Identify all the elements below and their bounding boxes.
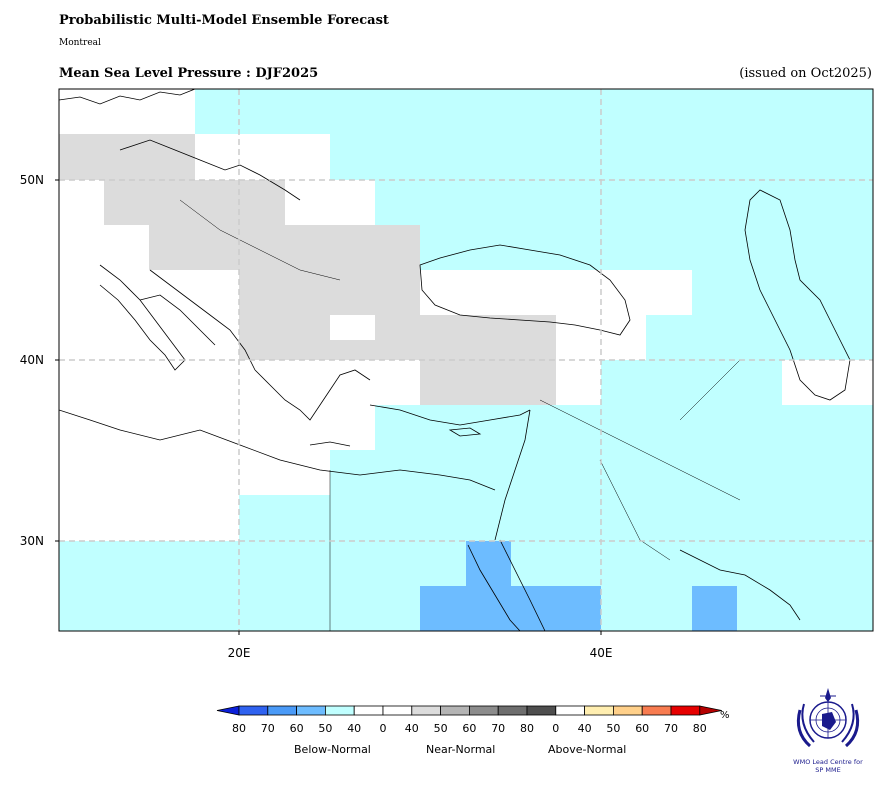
logo-caption-line2: SP MME bbox=[815, 766, 840, 774]
colorbar-tick-label: 80 bbox=[693, 722, 707, 735]
colorbar-segment bbox=[267, 705, 297, 716]
colorbar-segment bbox=[670, 705, 701, 716]
colorbar-arrow-right bbox=[699, 705, 722, 716]
colorbar-tick-label: 60 bbox=[290, 722, 304, 735]
colorbar-tick-label: 50 bbox=[606, 722, 620, 735]
colorbar-tick-labels: 80 70 60 50 40 0 40 50 60 70 80 0 40 50 60 70 80 bbox=[232, 722, 707, 735]
logo-caption-line1: WMO Lead Centre for bbox=[793, 758, 863, 766]
colorbar-tick-label: 0 bbox=[552, 722, 559, 735]
lat-label-40n: 40N bbox=[20, 353, 44, 367]
colorbar-segment bbox=[497, 705, 528, 716]
colorbar-segment bbox=[411, 705, 441, 716]
wmo-logo bbox=[796, 688, 860, 748]
colorbar-segment bbox=[613, 705, 643, 716]
colorbar-tick-label: 50 bbox=[318, 722, 332, 735]
forecast-center: Montreal bbox=[59, 38, 101, 48]
colorbar-segment bbox=[468, 705, 499, 716]
colorbar-segment bbox=[584, 705, 614, 716]
lat-label-50n: 50N bbox=[20, 173, 44, 187]
colorbar-tick-label: 60 bbox=[462, 722, 476, 735]
colorbar-tick-label: 80 bbox=[520, 722, 534, 735]
lon-label-40e: 40E bbox=[590, 646, 613, 660]
issued-date: (issued on Oct2025) bbox=[739, 66, 872, 81]
colorbar-tick-label: 80 bbox=[232, 722, 246, 735]
colorbar-tick-label: 70 bbox=[261, 722, 275, 735]
category-below-normal: Below-Normal bbox=[294, 743, 371, 756]
category-near-normal: Near-Normal bbox=[426, 743, 496, 756]
colorbar bbox=[216, 705, 722, 716]
colorbar-tick-label: 40 bbox=[347, 722, 361, 735]
category-above-normal: Above-Normal bbox=[548, 743, 627, 756]
colorbar-segment bbox=[353, 705, 384, 716]
graticule bbox=[59, 89, 873, 631]
lon-label-20e: 20E bbox=[228, 646, 251, 660]
colorbar-tick-label: 0 bbox=[380, 722, 387, 735]
colorbar-tick-label: 40 bbox=[578, 722, 592, 735]
colorbar-segment bbox=[324, 705, 355, 716]
colorbar-tick-label: 70 bbox=[491, 722, 505, 735]
colorbar-segment bbox=[440, 705, 470, 716]
colorbar-tick-label: 70 bbox=[664, 722, 678, 735]
figure-title: Probabilistic Multi-Model Ensemble Forec… bbox=[59, 13, 389, 28]
colorbar-unit: % bbox=[720, 710, 730, 721]
colorbar-tick-label: 40 bbox=[405, 722, 419, 735]
borders bbox=[179, 199, 741, 631]
colorbar-segment bbox=[382, 705, 413, 716]
lat-label-30n: 30N bbox=[20, 534, 44, 548]
colorbar-arrow-left bbox=[216, 705, 240, 716]
colorbar-segment bbox=[555, 705, 585, 716]
colorbar-segment bbox=[526, 705, 557, 716]
coastlines bbox=[59, 89, 851, 631]
probability-grid bbox=[59, 89, 873, 631]
colorbar-segment bbox=[296, 705, 326, 716]
colorbar-segment bbox=[238, 705, 269, 716]
colorbar-tick-label: 50 bbox=[434, 722, 448, 735]
colorbar-tick-label: 60 bbox=[635, 722, 649, 735]
colorbar-segment bbox=[641, 705, 672, 716]
below-normal-60-70-cells bbox=[420, 541, 737, 631]
map-title: Mean Sea Level Pressure : DJF2025 bbox=[59, 66, 319, 81]
